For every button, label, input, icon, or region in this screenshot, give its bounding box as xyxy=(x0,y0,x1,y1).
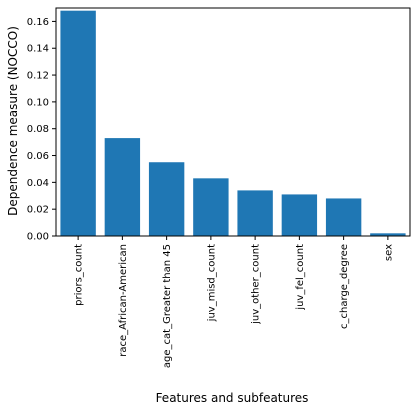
y-tick-label-6: 0.12 xyxy=(27,71,49,82)
bar-4 xyxy=(237,190,273,236)
bar-6 xyxy=(325,198,362,236)
x-tick-label-5: juv_fel_count xyxy=(295,244,306,311)
axes-frame xyxy=(55,7,411,237)
y-tick-label-7: 0.14 xyxy=(27,44,49,55)
x-tick-label-3: juv_misd_count xyxy=(206,244,217,322)
x-axis-label: Features and subfeatures xyxy=(156,391,309,405)
x-tick-label-6: c_charge_degree xyxy=(339,244,350,329)
y-axis-label: Dependence measure (NOCCO) xyxy=(6,26,20,216)
plot-area: 0.00 0.02 0.04 0.06 0.08 0.10 0.12 0.14 0.16 prio… xyxy=(27,7,411,368)
y-tick-label-5: 0.10 xyxy=(27,97,49,108)
y-tick-label-0: 0.00 xyxy=(27,232,49,243)
x-tick-label-2: age_cat_Greater than 45 xyxy=(162,244,173,368)
x-tick-label-0: priors_count xyxy=(74,244,85,306)
bar-3 xyxy=(193,178,229,236)
x-tick-label-1: race_African-American xyxy=(118,244,129,357)
y-tick-label-4: 0.08 xyxy=(27,124,49,135)
x-tick-label-7: sex xyxy=(383,244,394,261)
y-tick-label-3: 0.06 xyxy=(27,151,49,162)
bar-0 xyxy=(60,10,96,236)
bar-2 xyxy=(148,162,185,236)
y-tick-label-1: 0.02 xyxy=(27,205,49,216)
bar-5 xyxy=(281,194,318,236)
y-tick-label-2: 0.04 xyxy=(27,178,49,189)
y-tick-label-8: 0.16 xyxy=(27,17,49,28)
bar-7 xyxy=(370,233,406,236)
x-tick-label-4: juv_other_count xyxy=(251,244,262,325)
bar-1 xyxy=(104,138,141,236)
